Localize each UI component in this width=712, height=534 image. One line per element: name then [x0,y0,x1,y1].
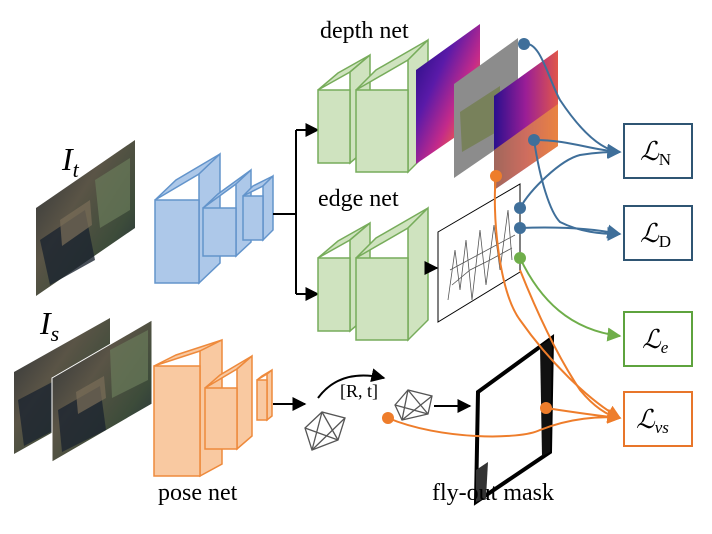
svg-text:ℒD: ℒD [640,219,671,251]
depth-loss-connections [519,42,622,241]
svg-text:ℒvs: ℒvs [636,405,669,437]
svg-text:ℒN: ℒN [640,137,671,169]
target-image [36,140,135,296]
view-synthesis-connections [387,175,622,438]
loss-edge-box: ℒe [623,311,693,367]
loss-normal-box: ℒN [623,123,693,179]
depth-maps [416,24,558,190]
svg-text:ℒe: ℒe [642,325,669,357]
loss-view-synthesis-box: ℒvs [623,391,693,447]
loss-depth-box: ℒD [623,205,693,261]
shared-encoder [154,152,274,285]
depth-loss-nodes [514,38,540,234]
flyout-mask-label: fly-out mask [432,480,554,506]
flyout-mask [473,334,555,506]
polyhedron-icon-source [304,411,346,451]
source-image-label: Is [39,305,59,346]
depth-net [317,38,429,174]
pose-net-label: pose net [158,480,238,506]
transform-arrow [317,368,386,399]
depth-net-label: depth net [320,18,409,44]
edge-loss-connection [519,257,622,342]
target-image-label: It [61,141,80,182]
polyhedron-icon-warped [394,389,433,421]
edge-loss-node [514,252,526,264]
pose-net [153,338,273,478]
source-images [14,318,153,463]
edge-net-label: edge net [318,186,399,212]
encoder-branch-connector [273,123,320,301]
edge-map [424,183,521,323]
transform-label: [R, t] [340,381,378,401]
view-synthesis-nodes [382,170,552,424]
edge-net [317,206,429,342]
